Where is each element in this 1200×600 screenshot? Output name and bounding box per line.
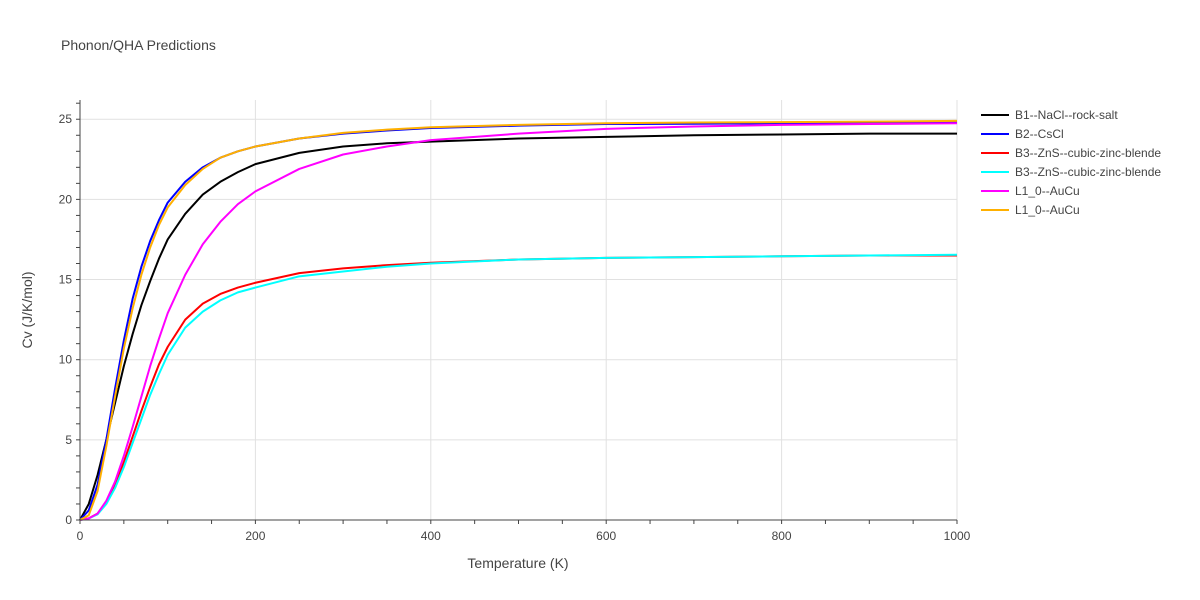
legend-label: L1_0--AuCu [1015, 184, 1080, 198]
legend-label: B3--ZnS--cubic-zinc-blende [1015, 165, 1161, 179]
legend-item-1[interactable]: B2--CsCl [981, 127, 1064, 141]
series-line-3 [79, 253, 958, 521]
y-tick-label: 10 [59, 353, 73, 367]
x-tick-label: 200 [245, 529, 265, 543]
chart-title: Phonon/QHA Predictions [61, 37, 216, 53]
x-tick-label: 400 [421, 529, 441, 543]
axes: 0 200 400 600 800 1000 0 5 10 15 20 25 [59, 100, 971, 543]
y-tick-label: 25 [59, 112, 73, 126]
legend-label: B2--CsCl [1015, 127, 1064, 141]
legend-item-0[interactable]: B1--NaCl--rock-salt [981, 108, 1118, 122]
legend[interactable]: B1--NaCl--rock-salt B2--CsCl B3--ZnS--cubi… [981, 108, 1161, 217]
legend-item-5[interactable]: L1_0--AuCu [981, 203, 1080, 217]
series-line-0 [79, 132, 957, 521]
x-axis-title: Temperature (K) [467, 555, 568, 571]
x-tick-label: 0 [77, 529, 84, 543]
series-line-2 [79, 254, 957, 521]
grid [80, 100, 958, 520]
series-line-4 [79, 122, 958, 521]
x-tick-label: 1000 [944, 529, 971, 543]
legend-item-2[interactable]: B3--ZnS--cubic-zinc-blende [981, 146, 1161, 160]
legend-item-3[interactable]: B3--ZnS--cubic-zinc-blende [981, 165, 1161, 179]
x-tick-label: 800 [772, 529, 792, 543]
y-tick-label: 15 [59, 273, 73, 287]
legend-item-4[interactable]: L1_0--AuCu [981, 184, 1080, 198]
series-line-5 [79, 119, 958, 521]
y-axis-title: Cv (J/K/mol) [19, 272, 35, 349]
legend-label: L1_0--AuCu [1015, 203, 1080, 217]
y-tick-label: 20 [59, 192, 73, 206]
x-tick-label: 600 [596, 529, 616, 543]
legend-label: B1--NaCl--rock-salt [1015, 108, 1118, 122]
plot-area [79, 119, 958, 521]
legend-label: B3--ZnS--cubic-zinc-blende [1015, 146, 1161, 160]
y-tick-label: 0 [65, 513, 72, 527]
series-line-1 [79, 121, 958, 521]
y-tick-label: 5 [65, 433, 72, 447]
